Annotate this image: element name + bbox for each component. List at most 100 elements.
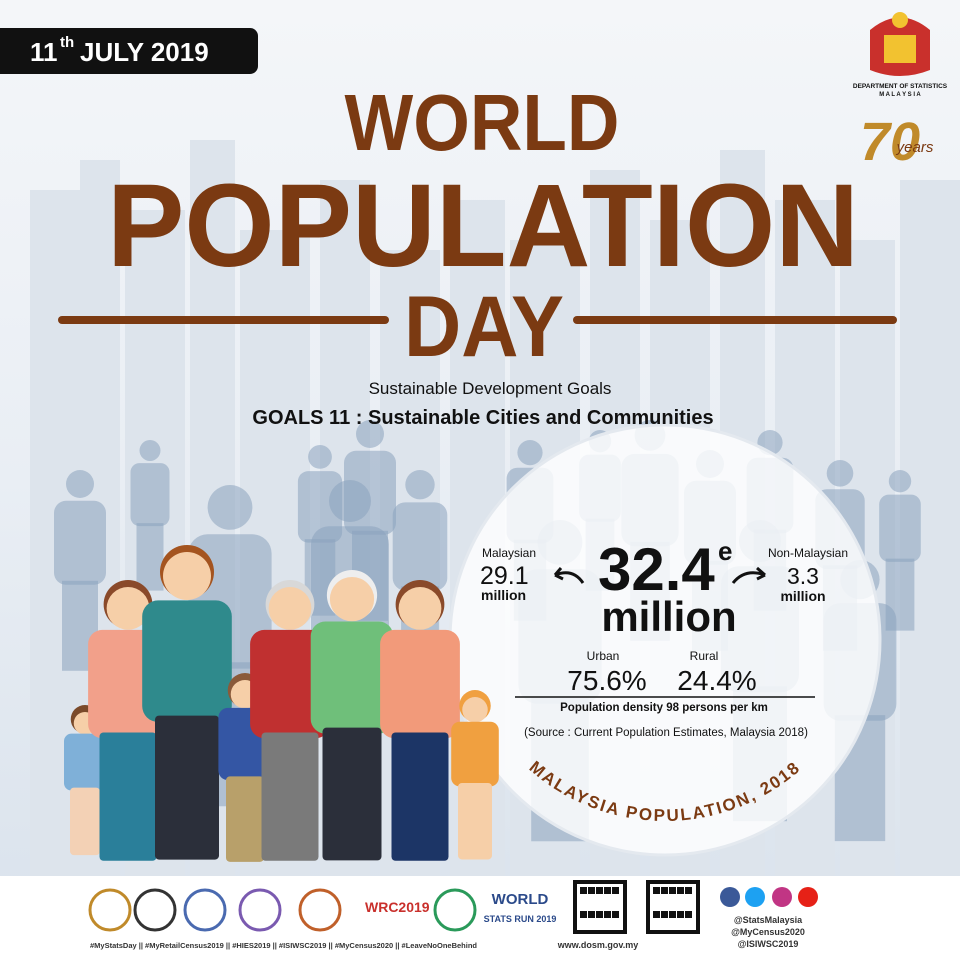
qr-cell [596,911,603,918]
title-line-2: POPULATION [107,160,859,292]
dosm-name: DEPARTMENT OF STATISTICS [853,83,948,90]
non-malaysian-value: 3.3 [787,563,819,589]
qr-cell [612,887,619,894]
person-shirt [250,629,330,739]
qr-cell [580,887,587,894]
urban-label: Urban [587,649,620,663]
silhouette-head [329,480,371,522]
silhouette-head [308,445,332,469]
person-pants [226,776,264,862]
person-shirt [64,733,106,791]
silhouette-head [139,440,161,461]
title-line-1: WORLD [345,78,620,167]
qr-cell [596,887,603,894]
qr-cell [653,887,660,894]
footer-logo [238,888,282,932]
non-malaysian-unit: million [780,588,825,604]
person-pants [322,727,382,861]
rural-value: 24.4% [677,665,756,696]
subtitle: Sustainable Development Goals [369,379,612,398]
dosm-crest [870,12,930,76]
silhouette-body [297,471,343,543]
malaysian-label: Malaysian [482,546,536,560]
footer-logo [298,888,342,932]
silhouette-legs [136,523,164,591]
date-day: 11 [30,37,58,67]
person-head [163,552,211,600]
qr-cell [685,887,692,894]
silhouette-head [888,470,912,493]
density: Population density 98 persons per km [560,702,768,714]
silhouette-head [66,470,94,498]
handle: @StatsMalaysia [734,915,803,925]
silhouette-body [392,502,448,591]
handle: @MyCensus2020 [731,927,805,937]
person-head [398,587,442,630]
footer-logo-run: STATS RUN 2019 [484,914,557,924]
goal: GOALS 11 : Sustainable Cities and Commun… [252,407,713,429]
person-shirt [142,600,232,722]
person-head [268,587,312,630]
qr-cell [604,911,611,918]
qr-cell [661,887,668,894]
total-unit: million [601,593,736,640]
qr-cell [677,911,684,918]
arrow-left [553,567,585,584]
footer-logo-world: WORLD [492,891,549,908]
date-month-year: JULY 2019 [80,37,209,67]
person-pants [155,715,219,860]
silhouette-body [130,463,170,527]
social-icon [798,887,818,907]
footer-logo-wrc: WRC2019 [365,899,430,915]
title-line-3: DAY [404,279,564,375]
footer-logos [88,880,818,934]
anniversary-word: years [896,139,934,156]
date-suffix: th [60,34,74,51]
qr-cell [685,911,692,918]
qr-cell [669,911,676,918]
footer-logo [88,888,132,932]
qr-cell [580,911,587,918]
person-shirt [451,721,499,787]
hashtags: #MyStatsDay || #MyRetailCensus2019 || #H… [90,941,477,950]
person-pants [261,732,319,861]
social-icon [772,887,792,907]
family-illustration [64,545,499,862]
website: www.dosm.gov.my [557,940,639,950]
person-pants [99,732,157,861]
qr-cell [588,911,595,918]
date-badge [0,28,258,74]
qr-cell [669,887,676,894]
person-shirt [380,629,460,739]
silhouette-body [54,500,106,585]
non-malaysian-label: Non-Malaysian [768,546,848,560]
social-icon [720,887,740,907]
silhouette-body [879,494,921,562]
silhouette-head [405,470,435,500]
qr-cell [677,887,684,894]
qr-cell [653,911,660,918]
silhouette-head [517,440,543,466]
social-icon [745,887,765,907]
footer-logo [433,888,477,932]
person-head [106,587,150,630]
crest-crown [892,12,908,28]
arrow-right [731,566,766,584]
qr-cell [612,911,619,918]
person-pants [70,787,100,856]
malaysian-value: 29.1 [480,562,529,590]
crest-center [884,35,916,63]
person-pants [391,732,449,861]
total-value: 32.4 [598,536,715,603]
footer-logo [183,888,227,932]
person-head [462,697,488,723]
person-pants [458,782,492,860]
qr-cell [588,887,595,894]
rural-label: Rural [690,649,719,663]
handle: @ISIWSC2019 [738,939,799,949]
urban-value: 75.6% [567,665,646,696]
malaysian-unit: million [481,587,526,603]
footer-logo [133,888,177,932]
